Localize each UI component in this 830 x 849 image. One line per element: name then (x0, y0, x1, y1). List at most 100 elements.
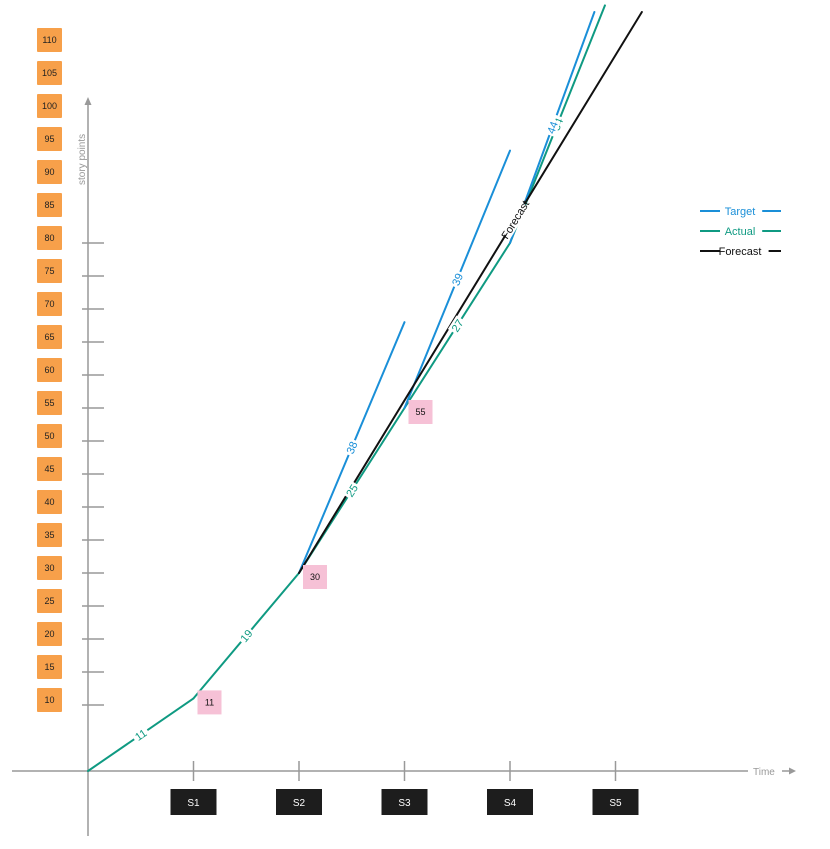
sticky-note-bg (37, 94, 62, 118)
y-tick-label: 30 (44, 563, 54, 573)
y-tick-sticky: 95 (37, 127, 62, 151)
y-tick-label: 10 (44, 695, 54, 705)
sticky-note-bg (37, 358, 62, 382)
marker-note-bg (408, 400, 433, 424)
legend-item: Forecast (700, 246, 781, 258)
sticky-note-bg (37, 127, 62, 151)
x-tick-box: S5 (592, 789, 639, 815)
x-tick-box: S1 (170, 789, 217, 815)
segment-label: 38 (345, 440, 361, 456)
sprint-value-marker: 30 (303, 565, 327, 589)
sprint-value-marker: 55 (408, 400, 433, 424)
legend-item: Target (700, 206, 781, 218)
segment-label: 39 (450, 272, 466, 288)
y-tick-label: 105 (42, 68, 57, 78)
sticky-note-bg (37, 457, 62, 481)
y-tick-label: 60 (44, 365, 54, 375)
y-tick-sticky: 30 (37, 556, 62, 580)
y-tick-label: 70 (44, 299, 54, 309)
sticky-note-bg (37, 160, 62, 184)
x-tick-box-bg (487, 789, 533, 815)
x-tick-label: S5 (609, 798, 622, 809)
y-tick-label: 110 (42, 35, 56, 45)
y-tick-stickies: 10 15 20 25 30 35 40 45 50 55 60 65 70 75 80 85 90 95 100 1… (37, 28, 62, 712)
y-tick-label: 25 (44, 596, 54, 606)
sprint-value-markers: 11 30 55 (197, 400, 433, 715)
y-tick-sticky: 55 (37, 391, 62, 415)
sticky-note-bg (37, 490, 62, 514)
marker-label: 55 (415, 407, 425, 417)
sprint-value-marker: 11 (197, 690, 222, 715)
segment-label-bg (447, 315, 467, 336)
sticky-note-bg (37, 688, 62, 712)
sticky-note-bg (37, 28, 62, 52)
segment-label-bg (342, 480, 362, 501)
x-axis-arrow-icon (789, 767, 796, 775)
segment-label-bg (130, 725, 151, 745)
y-axis-title: story points (77, 134, 88, 185)
x-tick-box: S3 (381, 789, 428, 815)
y-tick-sticky: 65 (37, 325, 62, 349)
legend-item: Actual (700, 226, 781, 238)
y-tick-label: 85 (44, 200, 54, 210)
y-tick-label: 45 (44, 464, 54, 474)
y-tick-sticky: 110 (37, 28, 62, 52)
marker-label: 11 (205, 697, 214, 707)
y-tick-sticky: 90 (37, 160, 62, 184)
segment-labels: 1119252734383944Forecast (130, 114, 566, 745)
x-tick-box: S2 (276, 789, 322, 815)
segment-label: Forecast (500, 199, 533, 242)
sticky-note-bg (37, 391, 62, 415)
segment-label-bg (448, 269, 466, 289)
sticky-note-bg (37, 226, 62, 250)
legend-label: Forecast (719, 246, 762, 258)
y-tick-sticky: 75 (37, 259, 62, 283)
y-tick-sticky: 100 (37, 94, 62, 118)
y-tick-sticky: 70 (37, 292, 62, 316)
segment-label: 11 (133, 727, 149, 743)
y-tick-label: 95 (44, 134, 54, 144)
sticky-note-bg (37, 292, 62, 316)
y-tick-sticky: 50 (37, 424, 62, 448)
forecast-segment (298, 11, 643, 574)
y-tick-sticky: 45 (37, 457, 62, 481)
sticky-note-bg (37, 622, 62, 646)
y-tick-sticky: 20 (37, 622, 62, 646)
y-tick-label: 50 (44, 431, 54, 441)
x-tick-box: S4 (487, 789, 533, 815)
y-tick-label: 65 (44, 332, 54, 342)
y-tick-label: 80 (44, 233, 54, 243)
x-tick-labels: S1 S2 S3 S4 S5 (170, 789, 639, 815)
axes (12, 97, 796, 836)
y-tick-sticky: 35 (37, 523, 62, 547)
legend-label: Actual (725, 226, 756, 238)
marker-note-bg (303, 565, 327, 589)
y-tick-sticky: 25 (37, 589, 62, 613)
x-tick-label: S2 (293, 798, 306, 809)
marker-label: 30 (310, 572, 320, 582)
segment-label-bg (543, 117, 561, 138)
y-tick-sticky: 60 (37, 358, 62, 382)
sticky-note-bg (37, 655, 62, 679)
y-tick-sticky: 80 (37, 226, 62, 250)
y-tick-sticky: 10 (37, 688, 62, 712)
x-axis-title: Time (753, 767, 775, 778)
legend-label: Target (725, 206, 756, 218)
y-tick-label: 35 (44, 530, 54, 540)
sticky-note-bg (37, 556, 62, 580)
y-tick-label: 55 (44, 398, 54, 408)
sticky-note-bg (37, 424, 62, 448)
y-tick-label: 100 (42, 101, 57, 111)
y-tick-label: 20 (44, 629, 54, 639)
sticky-note-bg (37, 523, 62, 547)
segment-label: 27 (450, 318, 467, 335)
y-axis-arrow-icon (84, 97, 92, 105)
segment-label: 44 (545, 120, 560, 136)
x-tick-box-bg (170, 789, 217, 815)
segment-label-bg (343, 437, 361, 458)
y-tick-label: 75 (44, 266, 54, 276)
y-tick-sticky: 40 (37, 490, 62, 514)
sticky-note-bg (37, 259, 62, 283)
segment-label-bg (500, 201, 530, 239)
